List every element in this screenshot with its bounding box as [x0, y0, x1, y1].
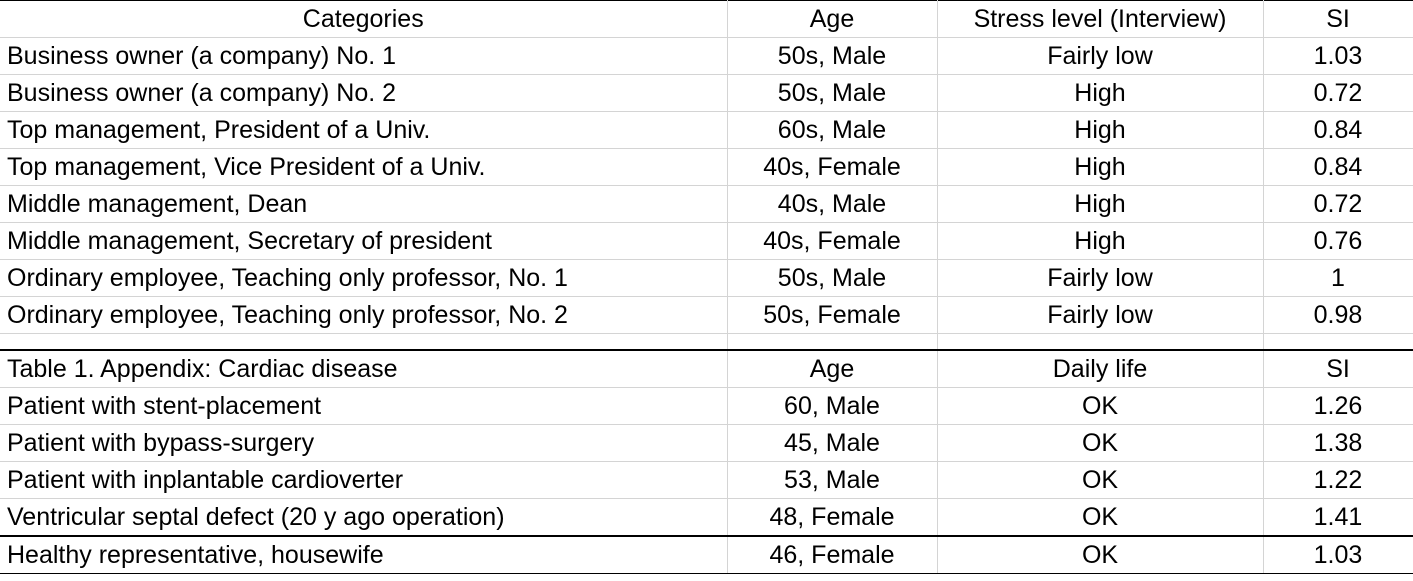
patient-cell: Patient with stent-placement: [0, 387, 728, 425]
spacer-row: [0, 333, 1413, 351]
table-row: Middle management, Dean 40s, Male High 0…: [0, 185, 1413, 223]
table-row: Top management, President of a Univ. 60s…: [0, 111, 1413, 149]
si-cell: 1: [1263, 259, 1413, 297]
category-cell: Middle management, Secretary of presiden…: [0, 222, 728, 260]
age-cell: 50s, Male: [727, 74, 938, 112]
stress-cell: High: [937, 222, 1264, 260]
table-row: Business owner (a company) No. 2 50s, Ma…: [0, 74, 1413, 112]
si-cell: 1.03: [1263, 536, 1413, 574]
category-cell: Ordinary employee, Teaching only profess…: [0, 296, 728, 334]
patient-cell: Patient with inplantable cardioverter: [0, 461, 728, 499]
empty-cell: [727, 333, 938, 351]
si-cell: 1.41: [1263, 498, 1413, 537]
si-cell: 1.38: [1263, 424, 1413, 462]
table-row: Ventricular septal defect (20 y ago oper…: [0, 498, 1413, 537]
daily-life-cell: OK: [937, 536, 1264, 574]
stress-cell: Fairly low: [937, 259, 1264, 297]
appendix-header-row: Table 1. Appendix: Cardiac disease Age D…: [0, 350, 1413, 388]
category-cell: Top management, Vice President of a Univ…: [0, 148, 728, 186]
header-stress-level: Stress level (Interview): [937, 0, 1264, 38]
category-cell: Top management, President of a Univ.: [0, 111, 728, 149]
age-cell: 48, Female: [727, 498, 938, 537]
category-cell: Ordinary employee, Teaching only profess…: [0, 259, 728, 297]
age-cell: 60s, Male: [727, 111, 938, 149]
si-cell: 0.98: [1263, 296, 1413, 334]
table-row: Top management, Vice President of a Univ…: [0, 148, 1413, 186]
patient-cell: Ventricular septal defect (20 y ago oper…: [0, 498, 728, 537]
si-cell: 1.26: [1263, 387, 1413, 425]
age-cell: 46, Female: [727, 536, 938, 574]
age-cell: 50s, Female: [727, 296, 938, 334]
header-daily-life: Daily life: [937, 350, 1264, 388]
empty-cell: [0, 333, 728, 351]
healthy-row: Healthy representative, housewife 46, Fe…: [0, 536, 1413, 574]
header-age: Age: [727, 350, 938, 388]
si-cell: 0.72: [1263, 74, 1413, 112]
stress-cell: High: [937, 148, 1264, 186]
healthy-cell: Healthy representative, housewife: [0, 536, 728, 574]
daily-life-cell: OK: [937, 387, 1264, 425]
appendix-title: Table 1. Appendix: Cardiac disease: [0, 350, 728, 388]
age-cell: 50s, Male: [727, 259, 938, 297]
empty-cell: [937, 333, 1264, 351]
patient-cell: Patient with bypass-surgery: [0, 424, 728, 462]
si-cell: 0.84: [1263, 148, 1413, 186]
table-row: Middle management, Secretary of presiden…: [0, 222, 1413, 260]
table-row: Business owner (a company) No. 1 50s, Ma…: [0, 37, 1413, 75]
age-cell: 40s, Female: [727, 148, 938, 186]
stress-cell: Fairly low: [937, 37, 1264, 75]
daily-life-cell: OK: [937, 424, 1264, 462]
stress-cell: High: [937, 74, 1264, 112]
age-cell: 45, Male: [727, 424, 938, 462]
table-row: Patient with stent-placement 60, Male OK…: [0, 387, 1413, 425]
table-row: Ordinary employee, Teaching only profess…: [0, 296, 1413, 334]
category-cell: Business owner (a company) No. 2: [0, 74, 728, 112]
header-categories: Categories: [0, 0, 728, 38]
age-cell: 53, Male: [727, 461, 938, 499]
age-cell: 50s, Male: [727, 37, 938, 75]
si-cell: 0.76: [1263, 222, 1413, 260]
table-row: Patient with bypass-surgery 45, Male OK …: [0, 424, 1413, 462]
stress-cell: High: [937, 111, 1264, 149]
empty-cell: [1263, 333, 1413, 351]
daily-life-cell: OK: [937, 461, 1264, 499]
table-row: Ordinary employee, Teaching only profess…: [0, 259, 1413, 297]
header-age: Age: [727, 0, 938, 38]
si-cell: 1.03: [1263, 37, 1413, 75]
age-cell: 40s, Male: [727, 185, 938, 223]
daily-life-cell: OK: [937, 498, 1264, 537]
table-row: Patient with inplantable cardioverter 53…: [0, 461, 1413, 499]
header-si: SI: [1263, 350, 1413, 388]
age-cell: 40s, Female: [727, 222, 938, 260]
table-header-row: Categories Age Stress level (Interview) …: [0, 0, 1413, 38]
category-cell: Middle management, Dean: [0, 185, 728, 223]
stress-cell: High: [937, 185, 1264, 223]
header-si: SI: [1263, 0, 1413, 38]
si-cell: 1.22: [1263, 461, 1413, 499]
category-cell: Business owner (a company) No. 1: [0, 37, 728, 75]
stress-cell: Fairly low: [937, 296, 1264, 334]
si-cell: 0.72: [1263, 185, 1413, 223]
si-cell: 0.84: [1263, 111, 1413, 149]
age-cell: 60, Male: [727, 387, 938, 425]
